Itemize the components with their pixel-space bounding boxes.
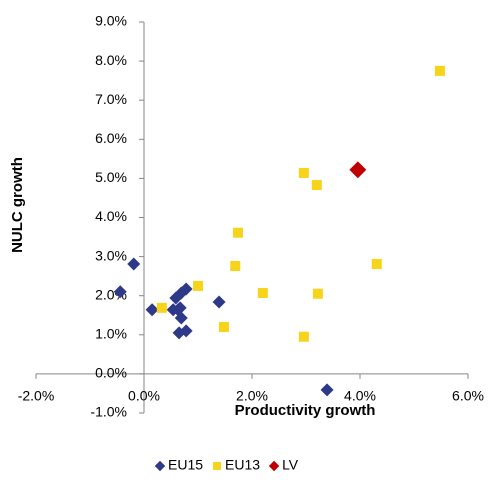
point (230, 260, 241, 271)
y-tick-label: -1.0% (90, 404, 127, 420)
point (218, 321, 229, 332)
point (232, 227, 243, 238)
point (179, 324, 193, 338)
point (257, 287, 268, 298)
y-tick-label: 3.0% (95, 247, 127, 263)
y-tick-label: 1.0% (95, 326, 127, 342)
legend-marker (213, 462, 222, 470)
point (349, 161, 367, 179)
x-axis-title: Productivity growth (235, 402, 376, 419)
y-tick-label: 4.0% (95, 208, 127, 224)
x-tick-label: 4.0% (344, 388, 376, 404)
point (298, 331, 309, 342)
point (311, 180, 322, 191)
point (371, 259, 382, 270)
point (179, 282, 193, 296)
point (156, 302, 167, 313)
point (113, 285, 127, 299)
point (298, 167, 309, 178)
y-axis-title: NULC growth (9, 157, 26, 253)
y-tick-label: 6.0% (95, 130, 127, 146)
point (434, 65, 445, 76)
x-tick-label: 2.0% (236, 388, 268, 404)
point (312, 288, 323, 299)
point (320, 383, 334, 397)
legend-label: EU15 (168, 457, 203, 473)
x-tick-label: -2.0% (18, 388, 55, 404)
y-tick-label: 0.0% (95, 365, 127, 381)
legend-label: LV (282, 457, 299, 473)
x-tick-label: 6.0% (452, 388, 484, 404)
point (212, 295, 226, 309)
y-tick-label: 8.0% (95, 52, 127, 68)
point (145, 303, 159, 317)
y-tick-label: 5.0% (95, 169, 127, 185)
y-tick-label: 7.0% (95, 91, 127, 107)
legend-marker (268, 460, 280, 472)
point (173, 301, 187, 315)
point (193, 280, 203, 291)
point (174, 311, 188, 325)
y-tick-label: 9.0% (95, 13, 127, 29)
legend-marker (154, 460, 166, 472)
x-tick-label: 0.0% (128, 388, 160, 404)
legend-label: EU13 (225, 457, 260, 473)
point (127, 257, 141, 271)
